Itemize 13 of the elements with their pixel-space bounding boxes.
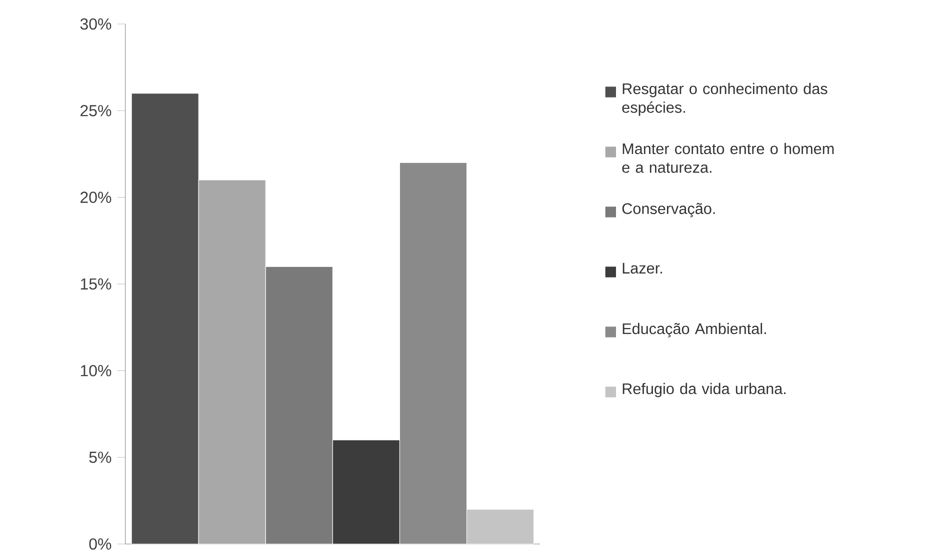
y-tick-label: 25% — [80, 105, 112, 116]
legend-label: Conservação. — [622, 202, 715, 218]
y-tick-label: 5% — [89, 452, 112, 463]
legend-label: Refugio da vida urbana. — [622, 382, 786, 398]
legend-label: Lazer. — [622, 262, 662, 274]
y-tick-label: 15% — [80, 278, 112, 290]
y-tick-label: 0% — [89, 538, 112, 550]
y-tick-label: 10% — [80, 364, 112, 376]
y-tick-label: 30% — [80, 18, 112, 30]
legend-label: Resgatar o conhecimento das espécies. — [622, 82, 828, 116]
legend-label: Educação Ambiental. — [622, 322, 766, 338]
y-tick-label: 20% — [80, 192, 112, 203]
legend-label: Manter contato entre o homem e a natureza. — [622, 142, 834, 173]
